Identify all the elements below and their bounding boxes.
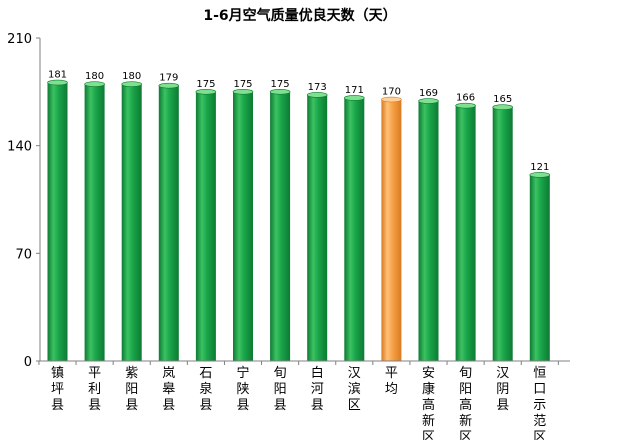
bar-cap [232, 89, 254, 95]
data-label: 175 [196, 79, 215, 90]
data-label: 166 [456, 93, 475, 104]
bar-cap [529, 172, 551, 178]
x-tick-label: 平利县 [88, 366, 101, 413]
x-tick-label: 安康高新区 [422, 366, 435, 440]
y-tick-label: 140 [7, 140, 32, 155]
x-tick-label: 平均 [385, 366, 398, 397]
x-tick-label: 汉滨区 [348, 366, 361, 413]
x-tick-label: 紫阳县 [125, 366, 138, 413]
bar-cap [306, 92, 328, 98]
bar [233, 91, 253, 361]
x-tick-label: 旬阳高新区 [459, 366, 472, 440]
bar [195, 91, 216, 361]
bar-cap [418, 98, 439, 104]
bar-cap [158, 82, 180, 89]
bar [158, 85, 179, 361]
bar [47, 82, 68, 361]
bar-cap [269, 89, 291, 95]
data-label: 179 [159, 73, 178, 84]
x-tick-label: 汉阴县 [496, 366, 509, 413]
bar [344, 97, 365, 361]
bar-cap [343, 95, 365, 101]
bar-cap [381, 96, 402, 103]
bar [529, 174, 550, 361]
y-axis: 0 70 140 210 [7, 32, 41, 370]
chart-title: 1-6月空气质量优良天数（天） [203, 7, 396, 24]
x-tick-label: 白河县 [311, 365, 324, 413]
bar [418, 101, 439, 362]
bars: 181 180 180 179 175 175 175 173 171 170 169 166 165 1… [47, 70, 551, 362]
bar [492, 107, 513, 361]
x-tick-label: 旬阳县 [274, 366, 287, 413]
x-tick-label: 石泉县 [199, 366, 212, 413]
x-tick-label: 恒口示范区 [533, 366, 546, 440]
x-tick-label: 镇坪县 [51, 366, 64, 413]
x-axis: 镇坪县 平利县 紫阳县 岚皋县 石泉县 宁陕县 旬阳县 白河县 汉滨区 平均 安康高新区 旬阳高新区 汉… [38, 360, 570, 440]
bar-cap [84, 81, 105, 87]
data-label: 173 [308, 82, 327, 93]
bar [84, 84, 105, 362]
x-tick-label: 岚皋县 [162, 366, 175, 413]
bar-cap [455, 102, 476, 109]
data-label: 170 [382, 87, 401, 98]
bar-average [381, 99, 402, 362]
data-label: 169 [419, 88, 438, 99]
data-label: 175 [271, 79, 290, 90]
bar [121, 84, 142, 362]
y-tick-label: 210 [7, 32, 32, 47]
bar [455, 105, 476, 361]
data-label: 175 [233, 79, 252, 90]
bar-cap [47, 79, 68, 86]
bar-cap [492, 104, 514, 111]
data-label: 165 [493, 94, 512, 105]
data-label: 121 [530, 162, 549, 173]
bar [270, 91, 291, 361]
x-tick-label: 宁陕县 [236, 365, 249, 413]
bar-cap [195, 89, 217, 95]
y-tick-label: 0 [24, 355, 32, 370]
bar-cap [121, 81, 142, 87]
data-label: 171 [345, 85, 364, 96]
data-label: 181 [48, 70, 67, 81]
data-label: 180 [122, 71, 141, 82]
data-label: 180 [85, 71, 104, 82]
y-tick-label: 70 [15, 247, 32, 262]
bar [307, 94, 328, 362]
